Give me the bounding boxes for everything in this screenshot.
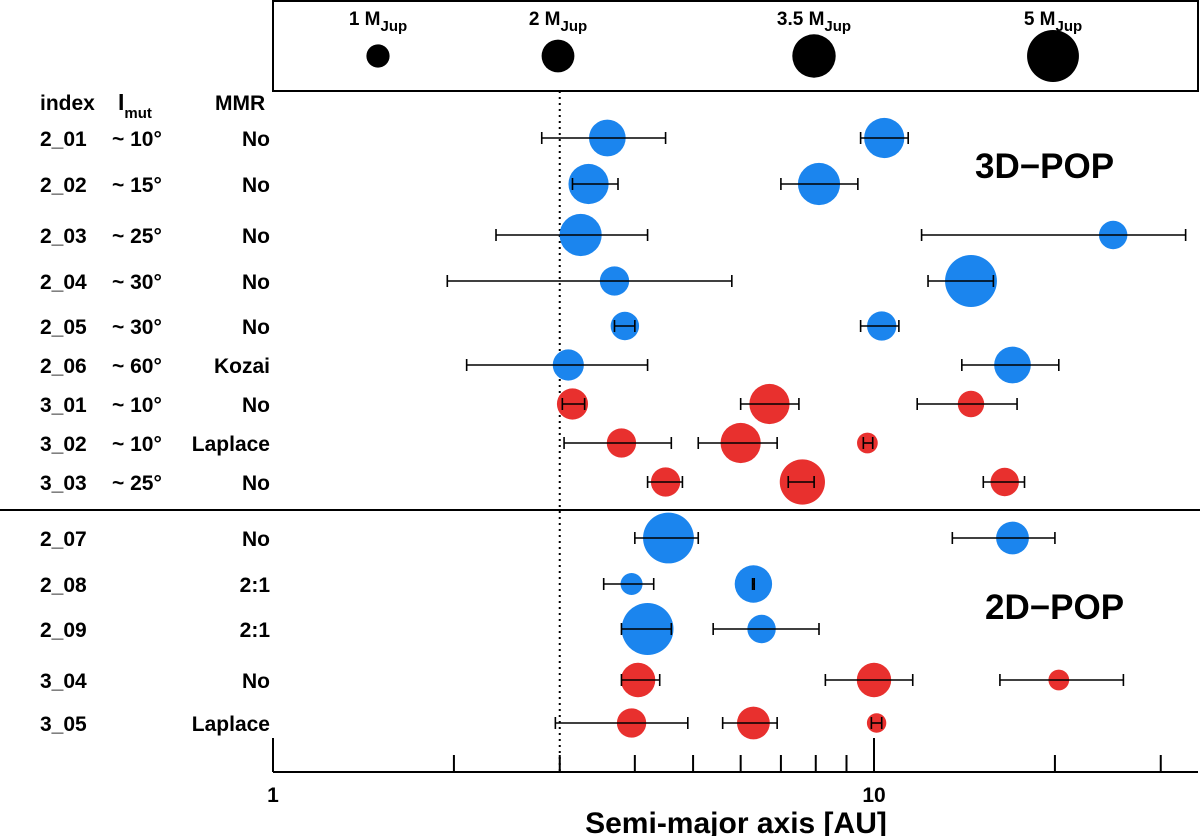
planet-2_01: [540, 119, 667, 157]
row-index: 2_07: [40, 528, 87, 551]
planet-2_04: [927, 255, 997, 307]
planet-2_08: [734, 565, 773, 603]
header-imut: Imut: [118, 89, 152, 122]
planet-2_02: [780, 162, 859, 206]
row-index: 2_03: [40, 225, 87, 248]
row-index: 2_08: [40, 574, 87, 597]
row-index: 2_02: [40, 174, 87, 197]
row-imut: ~ 15°: [112, 174, 162, 197]
row-mmr: Kozai: [214, 355, 270, 378]
row-mmr: 2:1: [240, 574, 271, 597]
header-index: index: [40, 92, 95, 115]
row-imut: ~ 30°: [112, 316, 162, 339]
legend-label: 3.5 MJup: [777, 9, 851, 35]
system-rows: 2_01 ~ 10° No 2_02 ~ 15° No 2_03 ~ 25° No 2_04 ~ 3…: [40, 128, 270, 736]
row-mmr: Laplace: [192, 433, 270, 456]
planet-3_04: [620, 662, 661, 698]
row-index: 3_01: [40, 394, 87, 417]
planet-3_03: [646, 467, 684, 497]
row-mmr: No: [242, 128, 270, 151]
row-index: 3_04: [40, 670, 87, 693]
planet-2_04: [446, 266, 733, 296]
planet-3_04: [824, 662, 914, 698]
row-index: 2_04: [40, 271, 87, 294]
row-imut: ~ 10°: [112, 128, 162, 151]
group-label-3d: 3D−POP: [975, 147, 1114, 186]
planet-3_01: [739, 383, 800, 425]
x-tick-label: 10: [862, 784, 885, 807]
row-mmr: No: [242, 528, 270, 551]
row-mmr: No: [242, 174, 270, 197]
planet-2_02: [568, 163, 619, 205]
row-imut: ~ 10°: [112, 394, 162, 417]
row-mmr: No: [242, 394, 270, 417]
planet-3_02: [857, 432, 878, 454]
row-index: 2_06: [40, 355, 87, 378]
row-index: 3_02: [40, 433, 87, 456]
legend-marker: [792, 34, 836, 78]
planet-2_05: [610, 311, 640, 341]
planet-3_03: [779, 459, 825, 505]
planet-3_02: [563, 428, 673, 458]
group-label-2d: 2D−POP: [985, 588, 1124, 627]
planet-2_06: [961, 346, 1060, 384]
header-mmr: MMR: [215, 92, 265, 115]
planet-3_04: [999, 669, 1125, 691]
row-mmr: No: [242, 472, 270, 495]
legend-label: 5 MJup: [1024, 9, 1082, 35]
legend-marker: [541, 39, 575, 73]
planet-3_02: [697, 422, 778, 464]
planet-points: [446, 117, 1187, 740]
mass-legend: 1 MJup 2 MJup 3.5 MJup 5 MJup: [349, 9, 1082, 82]
row-imut: ~ 10°: [112, 433, 162, 456]
planet-2_09: [712, 614, 820, 644]
planet-2_07: [634, 512, 700, 564]
mass-legend-box: [272, 0, 1199, 92]
planet-2_09: [620, 603, 674, 655]
row-imut: ~ 30°: [112, 271, 162, 294]
planet-3_05: [554, 708, 689, 738]
row-mmr: No: [242, 316, 270, 339]
planet-2_03: [920, 220, 1187, 250]
row-mmr: Laplace: [192, 713, 270, 736]
x-tick-label: 1: [267, 784, 279, 807]
planet-2_08: [602, 572, 655, 596]
row-imut: ~ 25°: [112, 225, 162, 248]
x-axis-label: Semi-major axis [AU]: [585, 807, 887, 836]
row-mmr: 2:1: [240, 619, 271, 642]
row-index: 2_05: [40, 316, 87, 339]
planet-2_01: [859, 117, 909, 159]
legend-label: 2 MJup: [529, 9, 587, 35]
planet-2_05: [859, 311, 900, 341]
legend-marker: [366, 44, 390, 68]
legend-label: 1 MJup: [349, 9, 407, 35]
planet-3_03: [982, 467, 1026, 497]
planet-3_05: [721, 706, 778, 740]
row-index: 2_01: [40, 128, 87, 151]
row-index: 2_09: [40, 619, 87, 642]
legend-marker: [1027, 30, 1079, 82]
planet-2_06: [465, 349, 649, 381]
planet-3_01: [916, 390, 1018, 418]
x-axis: 1 10: [267, 738, 1162, 807]
row-index: 3_05: [40, 713, 87, 736]
row-mmr: No: [242, 670, 270, 693]
row-index: 3_03: [40, 472, 87, 495]
planet-2_03: [495, 213, 649, 257]
planet-2_07: [951, 521, 1056, 555]
row-imut: ~ 60°: [112, 355, 162, 378]
row-imut: ~ 25°: [112, 472, 162, 495]
row-mmr: No: [242, 225, 270, 248]
row-mmr: No: [242, 271, 270, 294]
planet-3_05: [866, 713, 887, 733]
planet-3_01: [556, 388, 589, 420]
